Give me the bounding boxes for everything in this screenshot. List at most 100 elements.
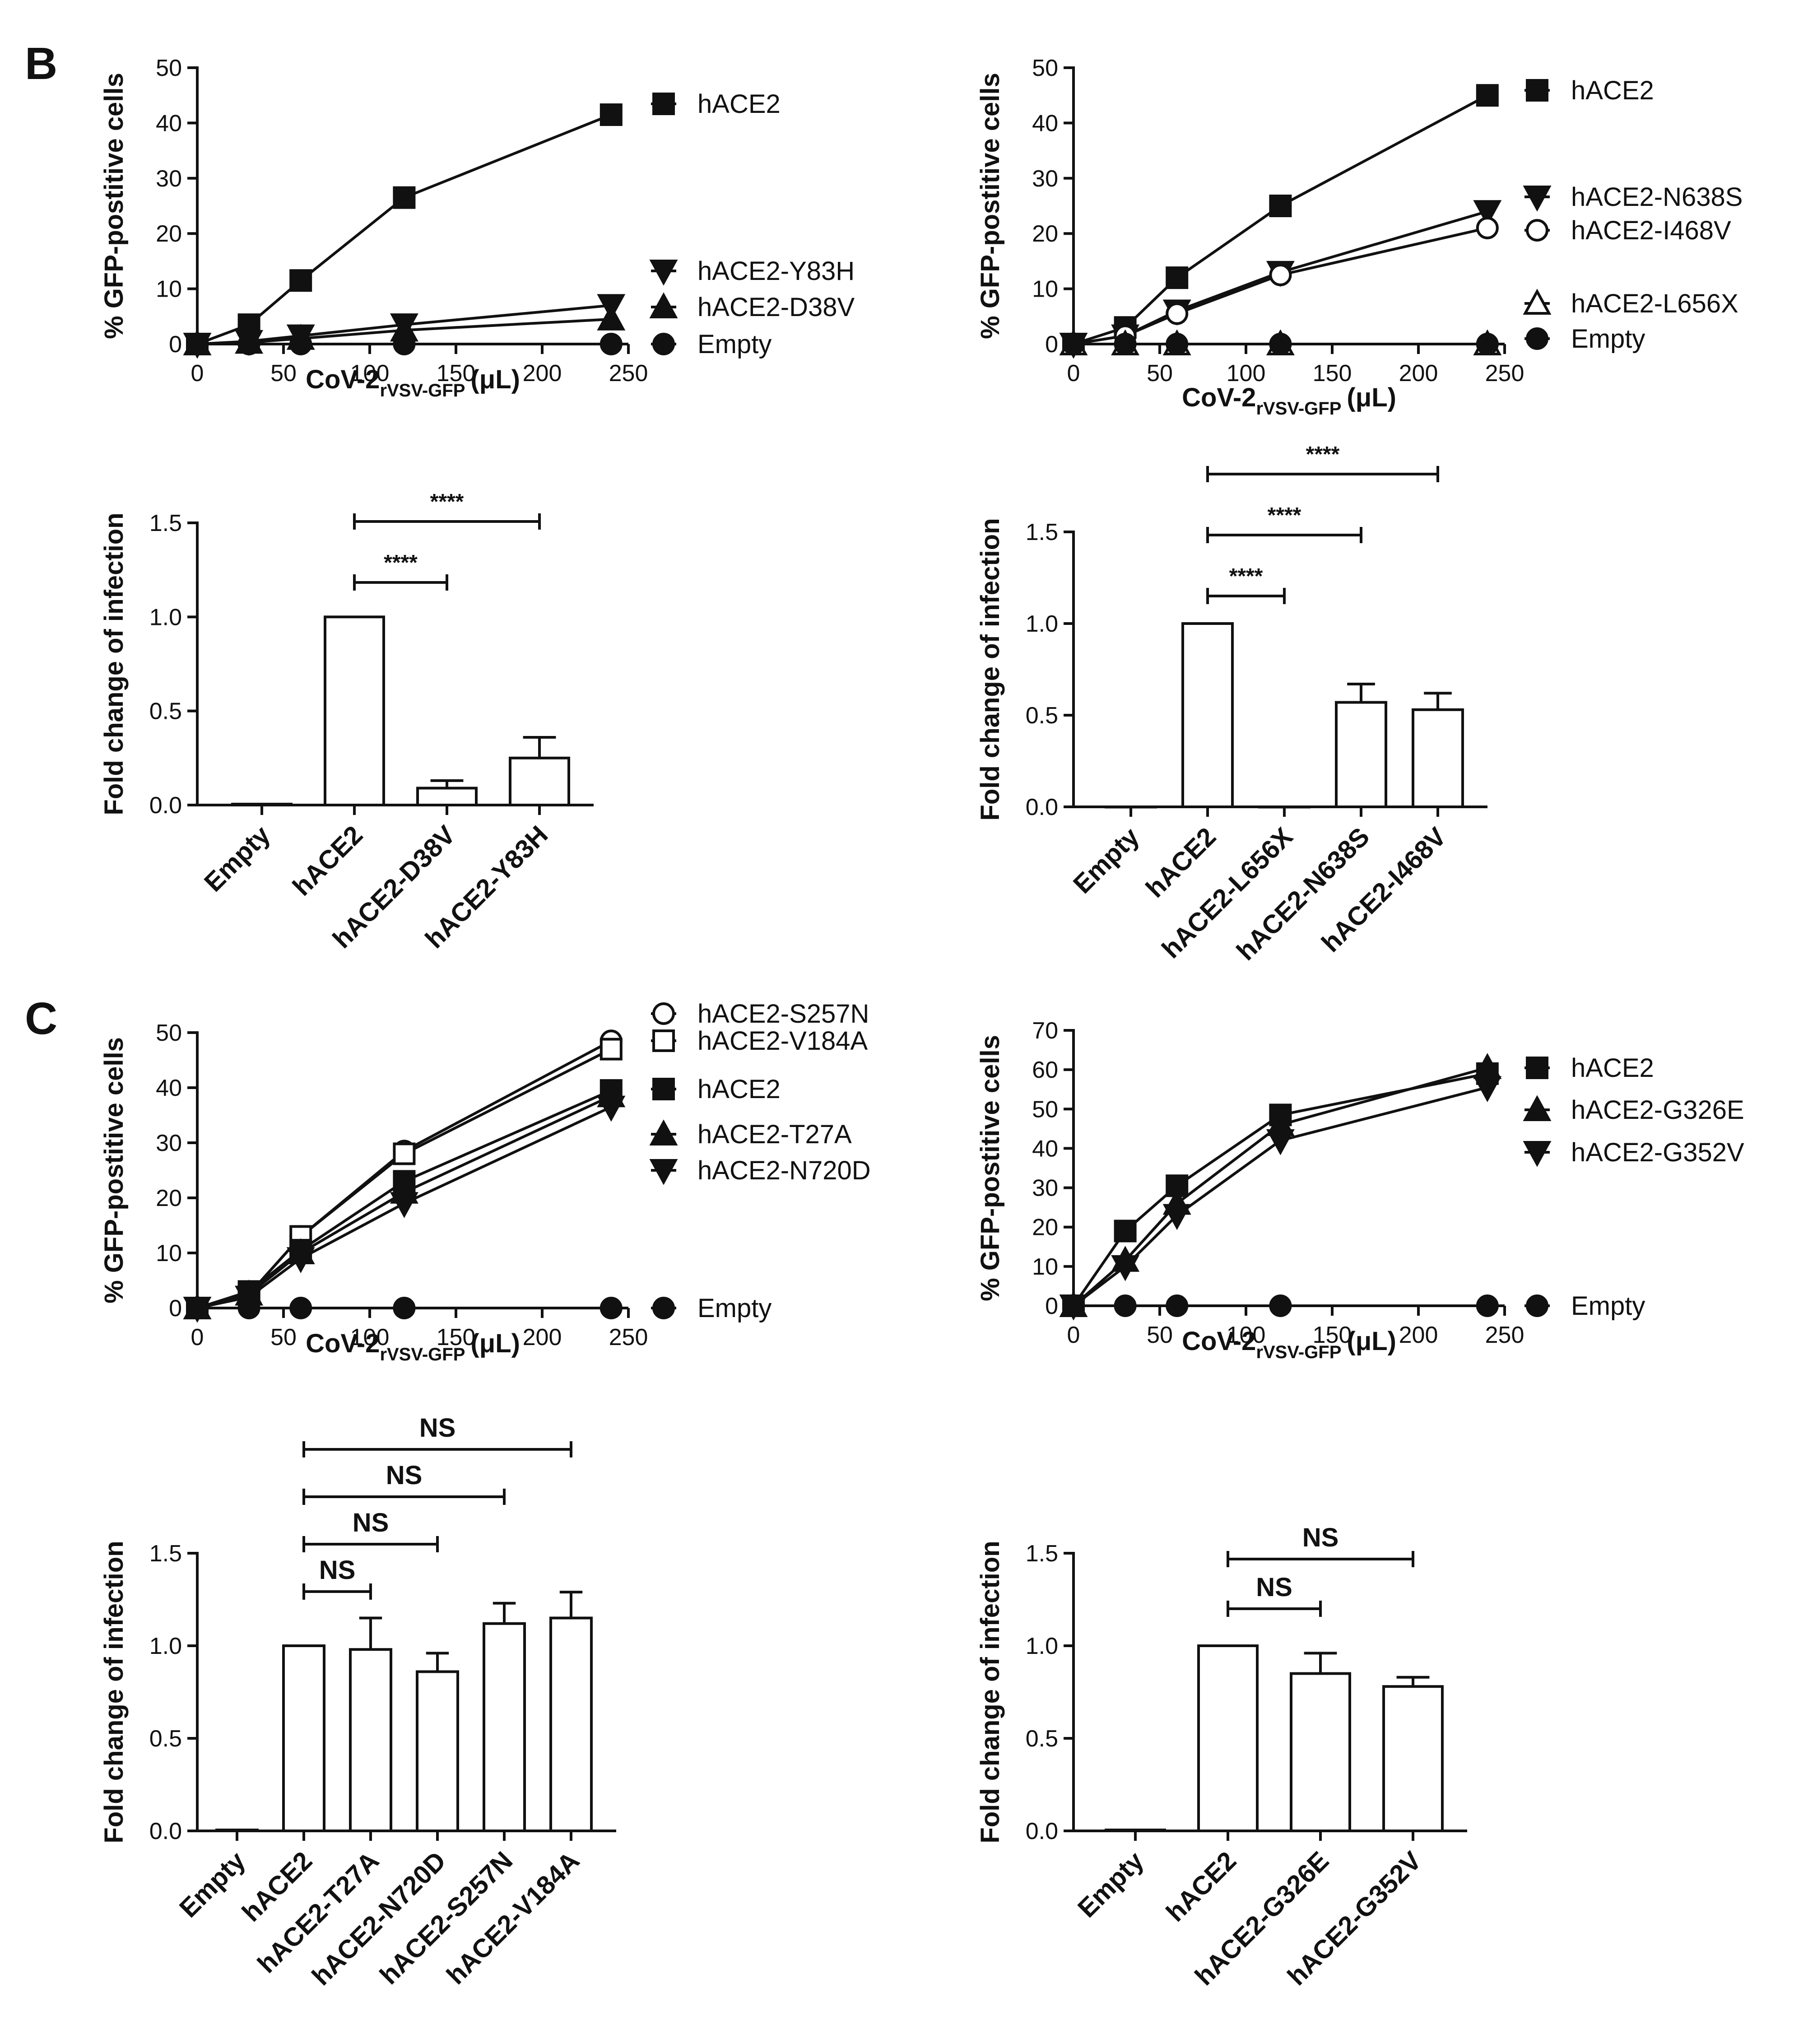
- series-line: [196, 113, 612, 345]
- y-tick-label: 0.5: [149, 1726, 182, 1752]
- chart-C-left-bar: 0.0 0.5 1.0 1.5 Fold change of infection Empt…: [99, 1413, 616, 1991]
- y-tick-label: 70: [1032, 1018, 1058, 1044]
- x-tick-label: 150: [1313, 360, 1352, 386]
- data-point: [286, 1247, 315, 1273]
- y-tick-label: 1.5: [149, 510, 182, 536]
- x-tick-label: 150: [437, 360, 476, 386]
- y-tick-label: 1.0: [1026, 1633, 1058, 1659]
- series-Empty: [1062, 333, 1499, 355]
- y-tick-label: 50: [1032, 1096, 1058, 1122]
- legend-label: Empty: [697, 1294, 772, 1323]
- x-axis-title: CoV-2rVSV-GFP (μL): [1182, 383, 1396, 419]
- panel-letter-c: C: [25, 993, 57, 1044]
- significance-label: ****: [1306, 442, 1340, 466]
- significance-label: NS: [319, 1555, 356, 1585]
- legend-entry: Empty: [651, 1294, 772, 1323]
- data-point: [1269, 195, 1292, 217]
- data-point: [1166, 302, 1189, 325]
- y-tick-label: 1.5: [1026, 519, 1058, 545]
- data-point: [289, 1297, 312, 1319]
- data-point: [1269, 333, 1292, 355]
- significance-bracket: ****: [1206, 503, 1362, 543]
- y-tick-label: 10: [156, 276, 182, 303]
- y-tick-label: 30: [1032, 1175, 1058, 1201]
- y-tick-label: 1.0: [149, 1633, 182, 1659]
- data-point: [1476, 84, 1499, 107]
- legend-label: hACE2-Y83H: [697, 256, 855, 286]
- legend-label: Empty: [1571, 324, 1645, 354]
- data-point: [393, 333, 416, 355]
- x-tick-label: 250: [609, 360, 648, 386]
- legend-label: hACE2-S257N: [697, 999, 869, 1029]
- bar-hACE2-S257N: [483, 1622, 526, 1833]
- legend-marker: [652, 93, 675, 115]
- legend-label: hACE2-L656X: [1571, 289, 1738, 318]
- legend-entry: hACE2-I468V: [1524, 216, 1731, 245]
- y-tick-label: 0: [1045, 331, 1058, 358]
- x-tick-label: 100: [1227, 1322, 1266, 1348]
- legend-entry: hACE2: [1524, 1053, 1654, 1083]
- series-Empty: [186, 1297, 623, 1319]
- data-point: [600, 1038, 623, 1061]
- legend-marker: [1526, 219, 1548, 242]
- data-point: [1266, 1129, 1295, 1155]
- x-tick-label: 100: [350, 360, 390, 386]
- legend-label: hACE2-N720D: [697, 1156, 871, 1185]
- y-axis-title: Fold change of infection: [99, 1541, 129, 1843]
- data-point: [289, 269, 312, 292]
- y-tick-label: 0: [1045, 1293, 1058, 1319]
- legend-entry: hACE2-V184A: [651, 1026, 868, 1056]
- y-tick-label: 0: [169, 331, 182, 358]
- y-tick-label: 10: [1032, 1254, 1058, 1280]
- legend-label: hACE2: [697, 1075, 781, 1104]
- data-point: [600, 333, 623, 355]
- data-point: [1111, 1255, 1140, 1281]
- x-tick-label: 0: [191, 360, 204, 386]
- bar-hACE2: [1197, 1644, 1259, 1832]
- data-point: [597, 304, 626, 331]
- legend-label: hACE2-V184A: [697, 1026, 868, 1056]
- x-tick-label: 150: [1313, 1322, 1352, 1348]
- bar-hACE2-Y83H: [509, 756, 570, 807]
- data-point: [1476, 333, 1499, 355]
- legend-marker: [1523, 186, 1552, 212]
- significance-label: ****: [430, 490, 464, 514]
- data-point: [1166, 333, 1189, 355]
- y-axis-title: Fold change of infection: [976, 518, 1005, 820]
- series-Empty: [1062, 1294, 1499, 1317]
- data-point: [1114, 333, 1137, 355]
- x-axis-title-subscript: rVSV-GFP: [380, 381, 465, 400]
- data-point: [289, 333, 312, 355]
- y-tick-label: 10: [156, 1240, 182, 1266]
- y-tick-label: 20: [156, 221, 182, 247]
- legend-label: hACE2-G326E: [1571, 1095, 1744, 1125]
- x-tick-label: 50: [270, 1324, 297, 1350]
- bar-hACE2-T27A: [349, 1648, 392, 1832]
- chart-C-right-bar: 0.0 0.5 1.0 1.5 Fold change of infection Empt…: [976, 1523, 1467, 1991]
- data-point: [237, 1297, 260, 1319]
- bar-hACE2: [1181, 622, 1234, 808]
- x-tick-label: 200: [523, 1324, 562, 1350]
- bar-hACE2: [324, 615, 385, 807]
- bar-hACE2-G352V: [1382, 1685, 1444, 1832]
- legend-entry: hACE2-D38V: [649, 292, 855, 322]
- bar-Empty: [231, 802, 293, 806]
- x-axis-title-subscript: rVSV-GFP: [1256, 399, 1341, 419]
- legend-marker: [649, 1119, 678, 1145]
- x-axis-title-main: CoV-2: [1182, 1327, 1256, 1356]
- legend-marker: [649, 292, 678, 318]
- data-point: [1473, 1076, 1502, 1103]
- data-point: [186, 333, 209, 355]
- data-point: [1166, 266, 1189, 289]
- legend-marker: [1526, 327, 1548, 350]
- data-point: [186, 1297, 209, 1319]
- y-tick-label: 20: [1032, 221, 1058, 247]
- x-axis-title-main: CoV-2: [306, 1329, 380, 1358]
- x-tick-label: 0: [191, 1324, 204, 1350]
- x-tick-label: 0: [1067, 360, 1080, 386]
- data-point: [1269, 264, 1292, 286]
- y-tick-label: 0.0: [149, 792, 182, 819]
- y-tick-label: 0.0: [1026, 1818, 1058, 1844]
- data-point: [1269, 1294, 1292, 1317]
